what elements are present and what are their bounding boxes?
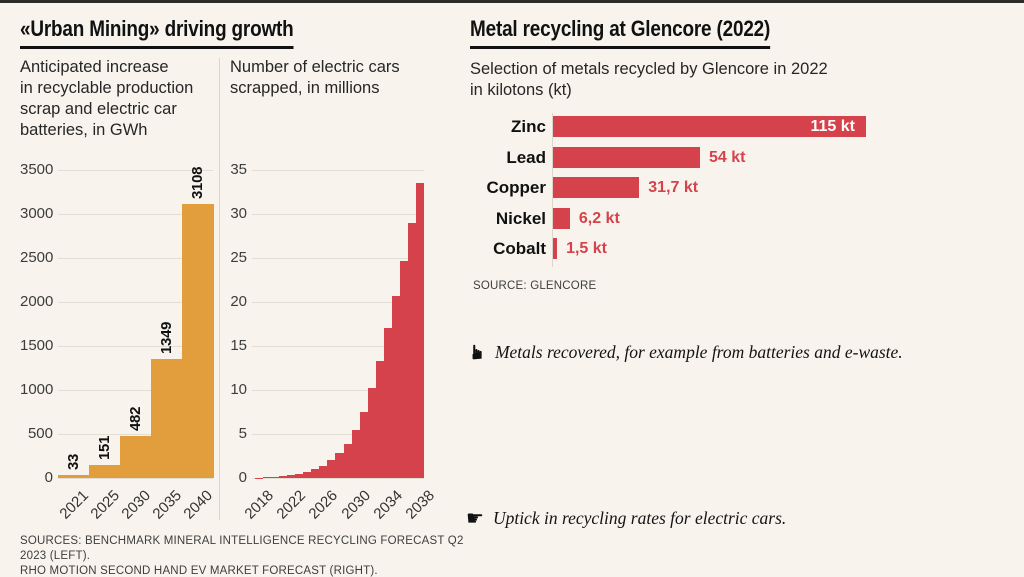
bar xyxy=(303,471,312,478)
col2-subtitle: Number of electric cars scrapped, in mil… xyxy=(230,58,400,97)
bar xyxy=(335,453,344,478)
ev-scrapped-bar-chart: 0 5 10 15 20 25 30 35 2018 2022 2026 2030 2034 2038 xyxy=(228,160,440,535)
y-tick-label: 3000 xyxy=(20,205,54,222)
bar xyxy=(271,476,280,478)
gridline xyxy=(58,390,213,391)
right-title-text: Metal recycling at Glencore (2022) xyxy=(470,16,770,49)
bar xyxy=(279,475,288,478)
gridline xyxy=(252,390,424,391)
annotation-uptick-text: Uptick in recycling rates for electric c… xyxy=(492,508,787,528)
metal-row-label: Lead xyxy=(506,147,546,167)
col1-subtitle: Anticipated increase in recyclable produ… xyxy=(20,58,194,139)
top-border-rule xyxy=(0,0,1024,3)
column-divider xyxy=(219,58,220,520)
bar xyxy=(120,435,152,478)
y-tick-label: 10 xyxy=(230,381,247,398)
y-tick-label: 500 xyxy=(27,425,53,442)
gridline xyxy=(58,346,213,347)
bar xyxy=(319,465,328,478)
gridline xyxy=(252,478,424,479)
y-tick-label: 30 xyxy=(230,205,247,222)
metal-bar xyxy=(553,146,700,168)
sources-note: SOURCES: BENCHMARK MINERAL INTELLIGENCE … xyxy=(20,535,464,577)
bar xyxy=(287,474,296,478)
annotation-uptick: ☛ Uptick in recycling rates for electric… xyxy=(466,507,996,529)
bar xyxy=(359,412,369,478)
y-tick-label: 1500 xyxy=(20,337,54,354)
bar-value-label: 3108 xyxy=(189,167,206,200)
y-tick-label: 2500 xyxy=(20,249,54,266)
metal-value-label: 54 kt xyxy=(708,148,746,166)
metal-bar xyxy=(553,177,640,199)
metal-bar xyxy=(553,238,558,260)
bar xyxy=(295,473,304,478)
y-tick-label: 0 xyxy=(44,469,53,486)
y-tick-label: 25 xyxy=(230,249,247,266)
bar xyxy=(151,359,183,478)
bar-value-label: 482 xyxy=(127,406,144,431)
gridline xyxy=(252,434,424,435)
bar-value-label: 33 xyxy=(65,454,82,471)
gridline xyxy=(252,170,424,171)
bar xyxy=(383,328,393,478)
manicule-up-icon: ☛ xyxy=(464,343,489,361)
metal-value-label: 31,7 kt xyxy=(648,179,699,197)
left-title: «Urban Mining» driving growth xyxy=(20,16,338,49)
bar xyxy=(407,222,417,478)
y-tick-label: 1000 xyxy=(20,381,54,398)
gridline xyxy=(58,214,213,215)
bar xyxy=(327,460,336,478)
y-tick-label: 15 xyxy=(230,337,247,354)
gridline xyxy=(252,346,424,347)
y-tick-label: 2000 xyxy=(20,293,54,310)
gridline xyxy=(58,302,213,303)
bar xyxy=(351,430,360,478)
metal-row-label: Copper xyxy=(486,178,547,198)
bar xyxy=(375,360,385,478)
y-tick-label: 20 xyxy=(230,293,247,310)
bar xyxy=(311,469,320,478)
glencore-source: SOURCE: GLENCORE xyxy=(473,280,597,292)
y-tick-label: 35 xyxy=(230,161,247,178)
annotation-metals: ☛ Metals recovered, for example from bat… xyxy=(464,341,998,363)
gwh-bar-chart: 0 500 1000 1500 2000 2500 3000 3500 33 2021 151 202… xyxy=(20,160,220,535)
metal-row-label: Zinc xyxy=(511,117,546,136)
annotation-metals-text: Metals recovered, for example from batte… xyxy=(494,342,903,362)
y-tick-label: 0 xyxy=(238,469,247,486)
metal-bar xyxy=(553,116,866,137)
metal-value-label: 115 kt xyxy=(810,118,855,135)
bar xyxy=(415,183,425,478)
axis-line xyxy=(552,113,553,267)
gridline xyxy=(58,170,213,171)
gridline xyxy=(58,434,213,435)
bar xyxy=(89,464,121,478)
bar xyxy=(58,475,90,478)
left-title-text: «Urban Mining» driving growth xyxy=(20,16,294,49)
manicule-right-icon: ☛ xyxy=(466,506,484,530)
metal-bar xyxy=(553,207,570,229)
bar xyxy=(263,477,272,478)
bar-value-label: 151 xyxy=(96,435,113,460)
y-tick-label: 5 xyxy=(238,425,247,442)
right-title: Metal recycling at Glencore (2022) xyxy=(470,16,819,49)
metal-row-label: Cobalt xyxy=(493,239,546,259)
bar-value-label: 1349 xyxy=(158,322,175,355)
right-subtitle: Selection of metals recycled by Glencore… xyxy=(470,60,828,99)
bar xyxy=(391,295,401,478)
gridline xyxy=(252,258,424,259)
bar xyxy=(399,260,409,478)
bar xyxy=(367,388,377,478)
bar xyxy=(343,443,352,478)
bar xyxy=(182,204,214,478)
glencore-bar-chart: Zinc 115 kt Lead 54 kt Copper 31,7 kt Nickel 6,… xyxy=(470,110,1018,270)
metal-row-label: Nickel xyxy=(495,208,546,228)
gridline xyxy=(252,214,424,215)
gridline xyxy=(58,258,213,259)
gridline xyxy=(58,478,213,479)
gridline xyxy=(252,302,424,303)
metal-value-label: 6,2 kt xyxy=(578,209,620,227)
metal-value-label: 1,5 kt xyxy=(566,240,607,258)
y-tick-label: 3500 xyxy=(20,161,54,178)
